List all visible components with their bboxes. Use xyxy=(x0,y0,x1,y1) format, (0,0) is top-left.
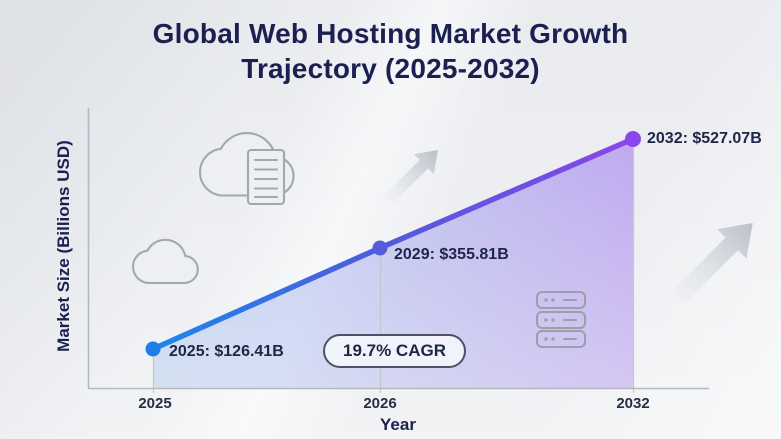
data-point-2029 xyxy=(372,240,388,256)
chart-title: Global Web Hosting Market Growth Traject… xyxy=(0,16,781,87)
point-label-2025: 2025: $126.41B xyxy=(169,343,284,360)
cloud-icon xyxy=(133,240,198,283)
cagr-badge: 19.7% CAGR xyxy=(323,334,466,368)
arrow-up-right-icon-small xyxy=(383,150,438,205)
x-axis-title: Year xyxy=(380,415,416,434)
arrow-up-right-icon-large xyxy=(672,223,753,304)
server-stack-icon xyxy=(536,291,586,348)
axes xyxy=(87,108,709,390)
x-tick-2025: 2025 xyxy=(138,395,172,412)
document-icon xyxy=(246,148,286,206)
point-label-2029: 2029: $355.81B xyxy=(394,246,509,263)
data-point-2032 xyxy=(625,131,641,147)
x-tick-2032: 2032 xyxy=(616,395,650,412)
area-fill-fade xyxy=(153,139,633,388)
chart-title-text: Global Web Hosting Market Growth Traject… xyxy=(152,18,629,85)
point-label-2032: 2032: $527.07B xyxy=(647,130,762,147)
cagr-badge-text: 19.7% CAGR xyxy=(343,341,446,360)
cloud-document-icon xyxy=(200,133,294,206)
data-point-2025 xyxy=(145,341,161,357)
point-gridlines xyxy=(152,142,635,393)
y-axis-title: Market Size (Billions USD) xyxy=(54,140,73,352)
x-tick-2026: 2026 xyxy=(363,395,397,412)
